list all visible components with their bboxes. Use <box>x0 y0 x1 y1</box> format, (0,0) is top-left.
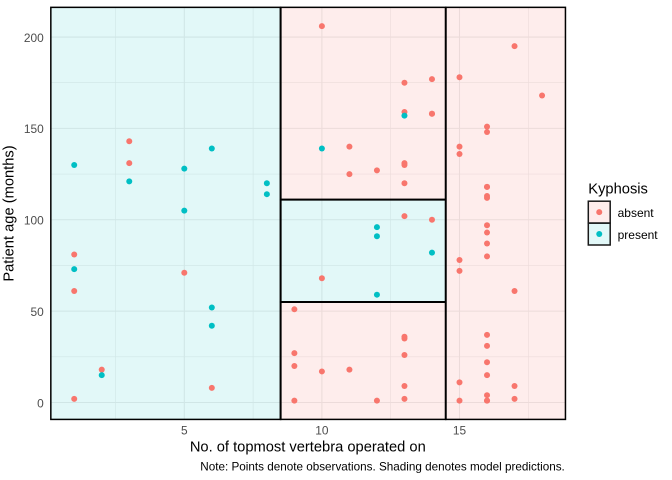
svg-text:5: 5 <box>181 424 188 438</box>
svg-text:absent: absent <box>618 206 655 220</box>
svg-text:0: 0 <box>37 396 44 410</box>
svg-text:150: 150 <box>24 122 44 136</box>
svg-text:Note: Points denote observatio: Note: Points denote observations. Shadin… <box>200 460 565 473</box>
svg-text:Kyphosis: Kyphosis <box>588 182 648 198</box>
svg-text:50: 50 <box>30 305 44 319</box>
svg-text:10: 10 <box>315 424 329 438</box>
svg-text:Patient age (months): Patient age (months) <box>2 145 18 281</box>
svg-text:100: 100 <box>24 214 44 228</box>
svg-text:200: 200 <box>24 31 44 45</box>
svg-text:No. of topmost vertebra operat: No. of topmost vertebra operated on <box>190 440 426 456</box>
svg-text:15: 15 <box>453 424 467 438</box>
svg-text:present: present <box>618 228 659 242</box>
